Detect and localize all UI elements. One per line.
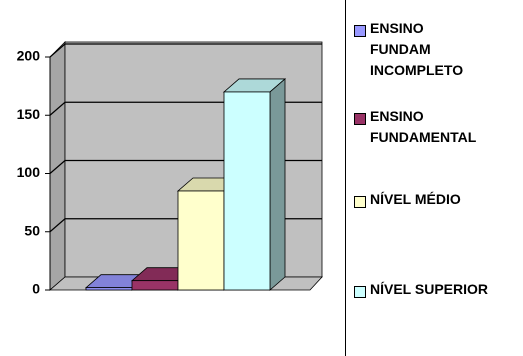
legend-swatch	[354, 196, 366, 208]
legend-entry: ENSINO FUNDAMENTAL	[354, 108, 520, 148]
bar-side	[269, 78, 286, 291]
legend-swatch	[354, 113, 366, 125]
legend-label: ENSINO FUNDAMENTAL	[370, 108, 477, 145]
y-tick-label: 0	[32, 281, 40, 297]
legend-entry: NÍVEL MÉDIO	[354, 191, 520, 210]
legend-label: ENSINO FUNDAM INCOMPLETO	[370, 20, 464, 78]
grid-line	[49, 43, 322, 58]
legend-swatch	[354, 286, 366, 298]
legend-label: NÍVEL SUPERIOR	[370, 281, 488, 297]
legend-label: NÍVEL MÉDIO	[370, 191, 461, 207]
y-tick-label: 150	[17, 106, 41, 122]
bar	[223, 91, 271, 291]
side-wall	[49, 41, 66, 291]
bar	[131, 280, 179, 291]
legend-entry: ENSINO FUNDAM INCOMPLETO	[354, 20, 463, 81]
legend: ENSINO FUNDAM INCOMPLETO ENSINO FUNDAMENT…	[345, 0, 522, 356]
y-tick-label: 50	[24, 222, 40, 238]
legend-swatch	[354, 25, 366, 37]
y-tick-label: 200	[17, 48, 41, 64]
y-tick-label: 100	[17, 164, 41, 180]
bar	[177, 190, 225, 291]
chart: 0 50 100 150 200	[17, 41, 323, 297]
bar	[85, 287, 133, 291]
legend-entry: NÍVEL SUPERIOR	[354, 281, 520, 300]
